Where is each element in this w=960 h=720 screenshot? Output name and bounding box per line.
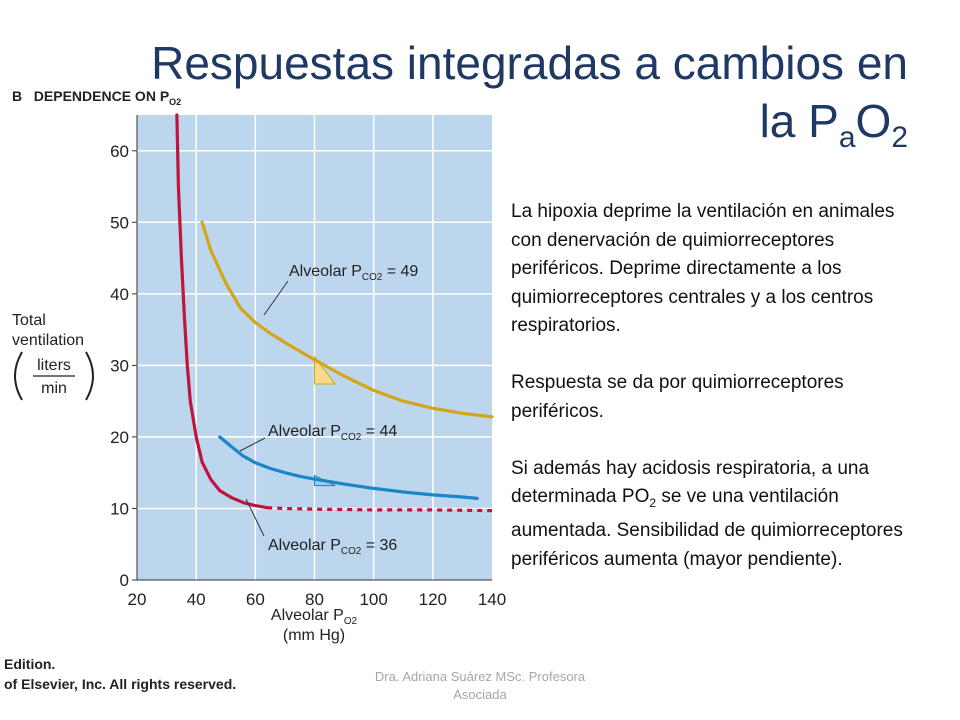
series-dashed-pco2-36 [267,506,493,513]
copyright-note: Edition. of Elsevier, Inc. All rights re… [4,656,237,692]
y-axis-unit-denominator: min [41,380,67,397]
leader-line-pco2-36 [245,498,265,537]
y-axis-label-line1: Total [12,312,46,329]
y-tick-label: 60 [110,142,129,161]
y-axis-unit-paren-left [14,351,23,401]
y-tick-label: 10 [110,499,129,518]
leader-line-pco2-49 [263,280,289,316]
y-tick-label: 20 [110,428,129,447]
y-tick-label: 50 [110,213,129,232]
title-sub-a: a [838,121,856,154]
x-tick-label: 60 [246,590,265,609]
title-line-2: la PaO2 [759,95,908,154]
footer-author: Dra. Adriana Suárez MSc. Profesora Asoci… [374,669,586,702]
x-axis-label: Alveolar PO2 [271,607,358,627]
slide-title: Respuestas integradas a cambios en la Pa… [88,34,908,167]
series-label-pco2-36: Alveolar PCO2 = 36 [268,537,397,557]
x-tick-label: 40 [187,590,206,609]
paragraph-acidosis: Si además hay acidosis respiratoria, a u… [511,457,903,570]
explanation-text: La hipoxia deprime la ventilación en ani… [511,198,911,574]
x-tick-label: 100 [359,590,387,609]
y-tick-label: 40 [110,285,129,304]
title-sub-2: 2 [891,121,908,154]
slope-triangle [314,355,337,385]
figure-letter: B [12,88,23,104]
x-tick-label: 140 [478,590,506,609]
y-axis-unit-numerator: liters [37,357,71,374]
series-label-pco2-44: Alveolar PCO2 = 44 [268,423,397,443]
y-tick-label: 0 [120,571,129,590]
figure-label: B DEPENDENCE ON PO2 [12,88,182,107]
paragraph-hypoxia: La hipoxia deprime la ventilación en ani… [511,201,895,336]
x-tick-label: 20 [128,590,147,609]
x-tick-label: 120 [419,590,447,609]
x-axis-unit: (mm Hg) [283,627,345,644]
y-axis-unit-paren-right [85,351,94,401]
series-line-pco2-44 [218,435,479,500]
y-axis-label-line2: ventilation [12,332,84,349]
title-line-1: Respuestas integradas a cambios en [151,37,908,89]
series-line-pco2-36 [175,113,269,510]
series-line-pco2-49 [200,220,494,419]
series-label-pco2-49: Alveolar PCO2 = 49 [289,263,418,283]
y-tick-label: 30 [110,356,129,375]
paragraph-response: Respuesta se da por quimiorreceptores pe… [511,372,844,422]
figure-heading: DEPENDENCE ON P [33,88,170,104]
leader-line-pco2-44 [239,437,266,452]
x-tick-label: 80 [305,590,324,609]
